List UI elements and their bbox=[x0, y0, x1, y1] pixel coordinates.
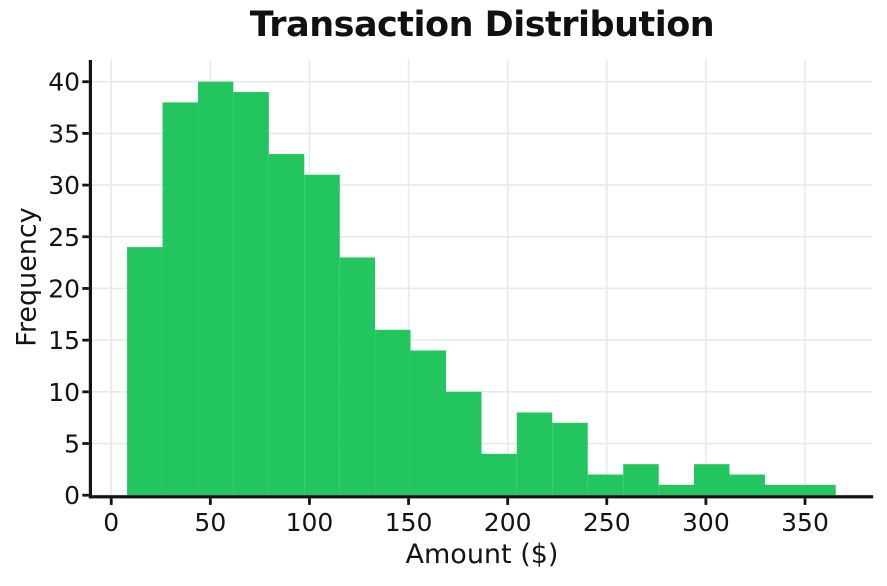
x-axis-spine bbox=[88, 495, 874, 499]
y-tick bbox=[82, 442, 89, 445]
y-tick-label: 15 bbox=[48, 326, 80, 355]
x-tick bbox=[407, 498, 410, 505]
histogram-bar bbox=[304, 174, 340, 496]
y-tick bbox=[82, 80, 89, 84]
x-tick bbox=[109, 498, 113, 505]
histogram-bar bbox=[481, 453, 517, 496]
x-axis-label: Amount ($) bbox=[405, 539, 559, 570]
histogram-bar bbox=[587, 474, 624, 496]
y-tick bbox=[82, 338, 89, 342]
x-tick-label: 150 bbox=[385, 508, 433, 537]
x-tick bbox=[308, 498, 311, 505]
x-tick bbox=[704, 498, 708, 505]
x-tick-label: 200 bbox=[484, 508, 532, 537]
x-tick-label: 300 bbox=[682, 508, 730, 537]
x-tick bbox=[506, 498, 510, 505]
y-tick-label: 20 bbox=[48, 274, 80, 303]
histogram-bar bbox=[552, 422, 588, 496]
y-axis-label: Frequency bbox=[11, 207, 43, 347]
x-tick-label: 0 bbox=[103, 508, 119, 537]
histogram-bar bbox=[800, 484, 836, 496]
histogram-bar bbox=[268, 154, 305, 496]
y-tick bbox=[82, 235, 89, 239]
y-tick bbox=[82, 183, 89, 187]
y-tick-label: 10 bbox=[48, 378, 80, 407]
histogram-bar bbox=[446, 391, 482, 496]
x-tick-label: 250 bbox=[583, 508, 631, 537]
x-tick bbox=[208, 498, 212, 505]
y-tick bbox=[82, 493, 89, 497]
histogram-bar bbox=[198, 81, 234, 496]
y-tick bbox=[82, 287, 89, 290]
histogram-bar bbox=[410, 350, 447, 496]
y-tick bbox=[82, 390, 89, 394]
histogram-bar bbox=[162, 102, 199, 496]
histogram-bar bbox=[339, 257, 376, 496]
x-tick bbox=[605, 498, 609, 505]
histogram-bar bbox=[729, 474, 765, 496]
histogram-bar bbox=[233, 92, 269, 496]
histogram-bar bbox=[516, 412, 553, 496]
histogram-bar bbox=[764, 484, 801, 496]
x-tick-label: 50 bbox=[194, 508, 226, 537]
histogram-bar bbox=[693, 464, 730, 496]
y-tick-label: 0 bbox=[64, 481, 80, 510]
y-tick-label: 25 bbox=[48, 223, 80, 252]
histogram-bar bbox=[623, 464, 659, 496]
y-axis-spine bbox=[88, 60, 92, 499]
y-tick-label: 30 bbox=[48, 171, 80, 200]
y-tick-label: 35 bbox=[48, 119, 80, 148]
histogram-bar bbox=[375, 329, 411, 496]
histogram-bar bbox=[127, 247, 163, 496]
x-tick-label: 350 bbox=[781, 508, 829, 537]
x-tick bbox=[803, 498, 807, 505]
x-tick-label: 100 bbox=[286, 508, 334, 537]
histogram-bar bbox=[658, 484, 694, 496]
chart-title: Transaction Distribution bbox=[249, 5, 715, 45]
y-tick-label: 40 bbox=[48, 68, 80, 97]
y-tick-label: 5 bbox=[64, 430, 80, 459]
y-tick bbox=[82, 131, 89, 135]
